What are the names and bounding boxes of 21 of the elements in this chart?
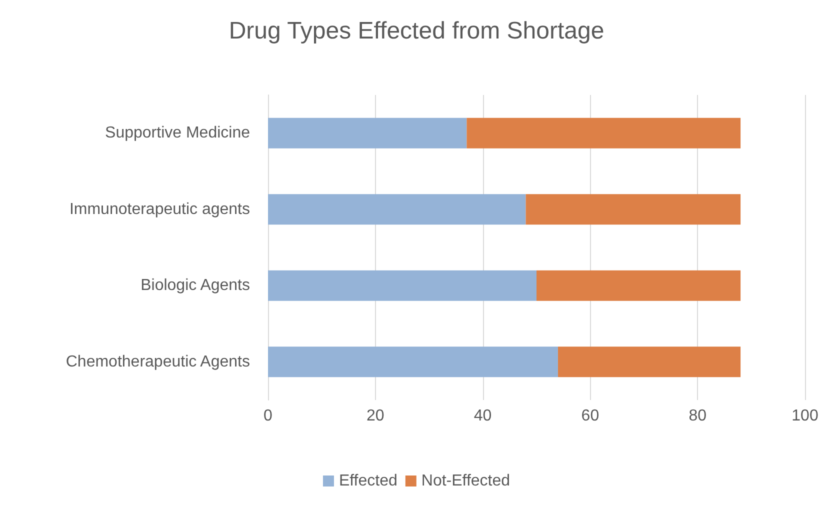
bar [536, 270, 741, 301]
x-tick-label: 80 [688, 408, 707, 424]
bar [268, 346, 558, 378]
x-tick-label: 60 [581, 408, 600, 424]
bar [466, 118, 741, 148]
bar [268, 270, 536, 301]
x-tick-label: 20 [366, 408, 384, 424]
bar [558, 346, 741, 378]
x-tick-label: 0 [264, 408, 273, 424]
y-tick-label: Immunoterapeutic agents [69, 200, 250, 218]
chart-title: Drug Types Effected from Shortage [228, 18, 604, 44]
bar [526, 194, 741, 225]
y-tick-label: Chemotherapeutic Agents [66, 353, 250, 370]
x-tick-label: 100 [792, 408, 818, 424]
bar [268, 118, 467, 148]
x-tick-label: 40 [474, 408, 492, 424]
legend-label: Not-Effected [421, 472, 510, 490]
bar [268, 194, 526, 225]
y-tick-label: Supportive Medicine [105, 124, 250, 142]
y-tick-label: Biologic Agents [140, 277, 250, 294]
legend-label: Effected [338, 472, 398, 490]
